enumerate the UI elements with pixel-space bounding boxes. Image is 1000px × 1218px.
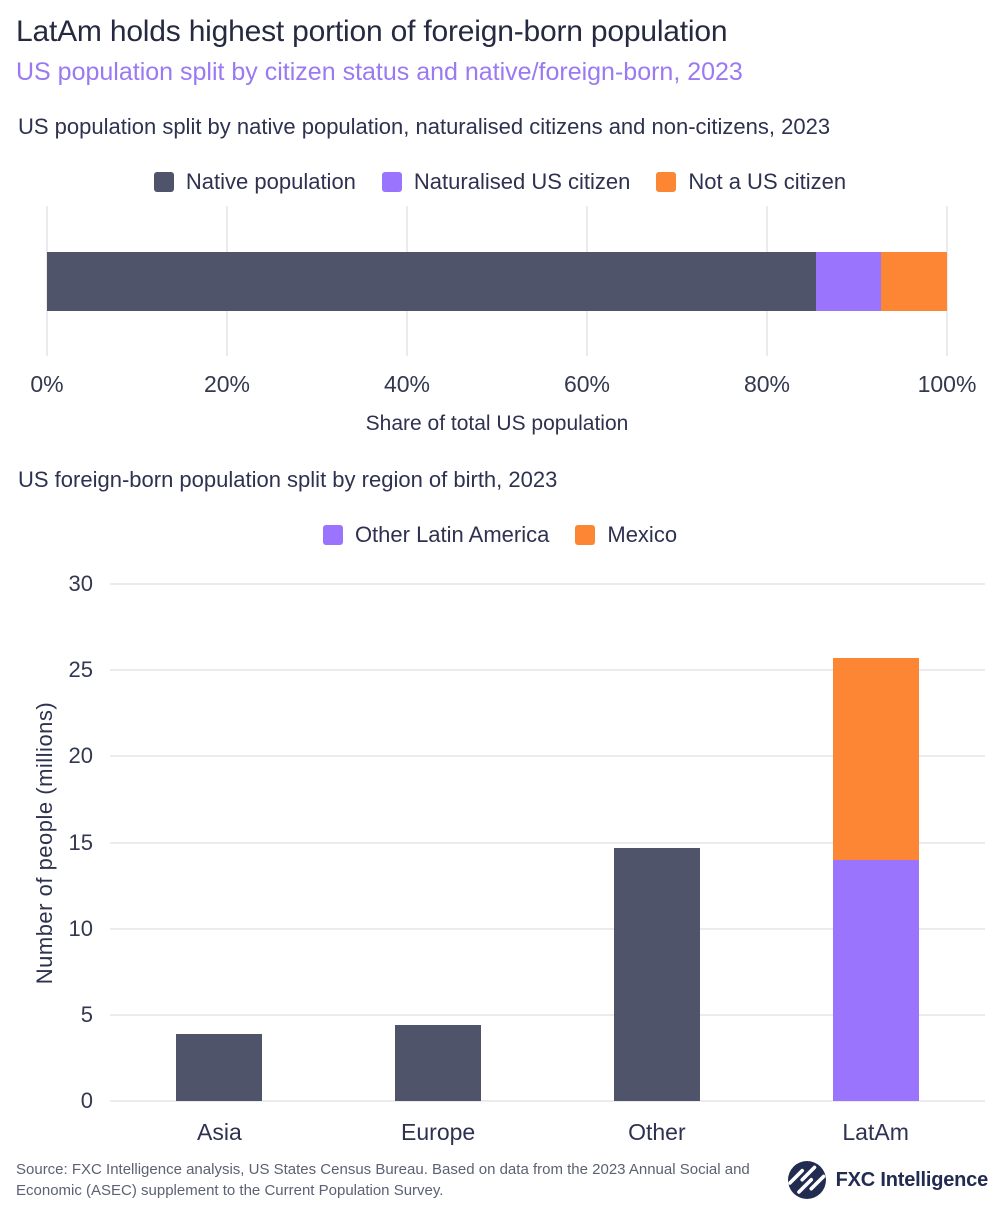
- x-tick: 0%: [30, 371, 64, 397]
- header: LatAm holds highest portion of foreign-b…: [0, 0, 1000, 87]
- chart2-plot-area: Number of people (millions) 30 25 20 15 …: [32, 571, 985, 1145]
- other-latin-america-swatch: [322, 525, 343, 545]
- footer: Source: FXC Intelligence analysis, US St…: [0, 1159, 1000, 1201]
- y-tick: 30: [68, 571, 93, 596]
- column-europe: [395, 584, 482, 1101]
- x-tick: 100%: [917, 371, 977, 397]
- gridline: [110, 1100, 985, 1102]
- page-title: LatAm holds highest portion of foreign-b…: [16, 15, 728, 48]
- y-tick: 25: [68, 657, 93, 683]
- naturalised-citizen-swatch: [381, 172, 402, 192]
- chart2-y-axis-label: Number of people (millions): [32, 701, 57, 984]
- chart2-legend: Other Latin America Mexico: [0, 522, 1000, 548]
- gridline: [110, 669, 985, 672]
- chart1-section: US population split by native population…: [0, 114, 1000, 436]
- legend-label: Naturalised US citizen: [413, 169, 631, 194]
- chart1-x-axis-label: Share of total US population: [365, 412, 629, 435]
- mexico-swatch: [575, 525, 596, 545]
- stacked-bar: [47, 252, 947, 311]
- y-tick: 5: [80, 1001, 93, 1027]
- page-subtitle: US population split by citizen status an…: [16, 58, 743, 86]
- bar-segment-not-citizen: [881, 252, 947, 311]
- chart2-section: US foreign-born population split by regi…: [0, 467, 1000, 1145]
- bar-segment-naturalised-citizen: [815, 252, 882, 311]
- column-asia: [176, 584, 263, 1101]
- legend-item-not-citizen: Not a US citizen: [656, 169, 846, 195]
- x-tick: 60%: [563, 371, 611, 397]
- chart1-title: US population split by native population…: [18, 114, 831, 139]
- not-citizen-swatch: [656, 172, 677, 192]
- chart1-legend: Native population Naturalised US citizen…: [0, 169, 1000, 195]
- fxc-intelligence-logo: FXC Intelligence: [787, 1160, 988, 1200]
- gridline: [110, 755, 985, 758]
- gridline: [110, 583, 985, 585]
- legend-label: Not a US citizen: [688, 169, 847, 194]
- legend-item-naturalised-citizen: Naturalised US citizen: [381, 169, 631, 195]
- chart2-title: US foreign-born population split by regi…: [18, 467, 558, 492]
- y-tick: 0: [80, 1088, 93, 1113]
- column-latam: [832, 584, 919, 1101]
- bar-segment: [832, 859, 919, 1101]
- y-tick: 10: [68, 915, 93, 941]
- bar-segment-native-population: [47, 252, 816, 311]
- bar-segment: [395, 1025, 482, 1101]
- y-tick: 15: [68, 829, 93, 855]
- gridline: [110, 841, 985, 844]
- legend-item-mexico: Mexico: [575, 522, 677, 548]
- gridline: [110, 927, 985, 930]
- category-label-europe: Europe: [401, 1119, 476, 1145]
- bar-segment: [176, 1033, 263, 1101]
- source-note: Source: FXC Intelligence analysis, US St…: [16, 1161, 750, 1199]
- fxc-logo-icon: [787, 1160, 827, 1200]
- native-population-swatch: [153, 172, 174, 192]
- bar-segment: [832, 658, 919, 860]
- y-tick: 20: [68, 743, 93, 769]
- x-tick: 80%: [743, 371, 791, 397]
- x-tick: 40%: [383, 371, 431, 397]
- category-label-latam: LatAm: [842, 1119, 909, 1145]
- gridline: [946, 206, 948, 356]
- chart1-plot-area: [46, 206, 948, 356]
- category-label-other: Other: [628, 1119, 686, 1145]
- legend-label: Mexico: [607, 522, 678, 547]
- chart1-x-axis: 0% 20% 40% 60% 80% 100%: [30, 371, 976, 401]
- x-tick: 20%: [203, 371, 251, 397]
- legend-item-other-latin-america: Other Latin America: [322, 522, 550, 548]
- column-other: [613, 584, 700, 1101]
- gridline: [110, 1013, 985, 1016]
- legend-label: Other Latin America: [354, 522, 550, 547]
- legend-label: Native population: [185, 169, 356, 194]
- brand-name: FXC Intelligence: [835, 1168, 989, 1191]
- bar-segment: [613, 847, 700, 1101]
- legend-item-native-population: Native population: [153, 169, 356, 195]
- category-label-asia: Asia: [197, 1119, 242, 1145]
